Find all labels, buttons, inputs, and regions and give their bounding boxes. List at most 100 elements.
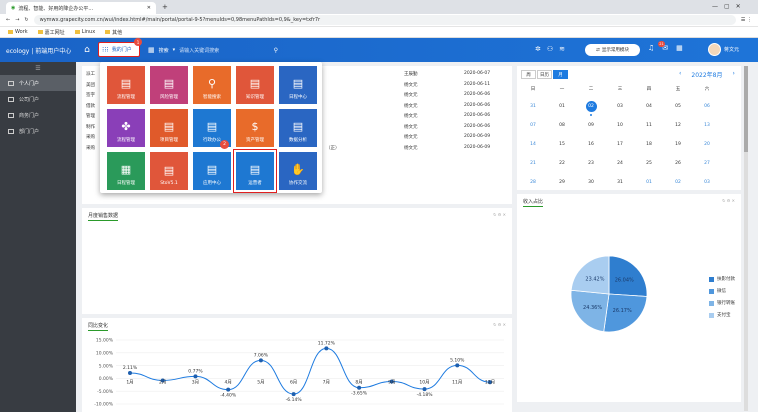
gear-icon[interactable]: ✲ bbox=[535, 45, 541, 53]
network-icon[interactable]: ⚇ bbox=[546, 45, 554, 53]
sidebar-item-company[interactable]: 公司门户 bbox=[0, 91, 76, 107]
bookmark-item[interactable]: 嘉工网址 bbox=[37, 29, 65, 36]
calendar-day[interactable]: 01 bbox=[646, 180, 652, 185]
calendar-day[interactable]: 21 bbox=[530, 161, 536, 166]
card-tools-icon[interactable]: ↻ ⚙ ✕ bbox=[722, 198, 735, 203]
calendar-day[interactable]: 01 bbox=[559, 104, 565, 109]
list-item[interactable]: 采购 （正） 杨文元 2020-06-09 bbox=[86, 145, 506, 154]
calendar-day[interactable]: 04 bbox=[646, 104, 652, 109]
pie-slice[interactable] bbox=[570, 255, 610, 295]
search-scope-select[interactable]: 搜索 bbox=[158, 47, 169, 54]
forward-icon[interactable]: → bbox=[15, 17, 20, 23]
tab-day[interactable]: 日历 bbox=[537, 70, 552, 79]
bookmark-item[interactable]: 其他 bbox=[105, 29, 122, 36]
calendar-day[interactable]: 22 bbox=[559, 161, 565, 166]
portal-tile[interactable]: ▤ 知识管理 bbox=[236, 66, 274, 104]
calendar-day[interactable]: 31 bbox=[617, 180, 623, 185]
calendar-day[interactable]: 15 bbox=[559, 142, 565, 147]
data-point[interactable] bbox=[455, 363, 460, 368]
calendar-day[interactable]: 08 bbox=[559, 123, 565, 128]
grid-menu-icon[interactable]: ▦ bbox=[676, 44, 683, 52]
portal-tile[interactable]: $ 资产管理 bbox=[236, 109, 274, 147]
bookmark-item[interactable]: Work bbox=[8, 29, 28, 35]
data-point[interactable] bbox=[389, 379, 394, 384]
portal-tile[interactable]: ▤ 日程中心 bbox=[279, 66, 317, 104]
pie-slice[interactable] bbox=[570, 289, 610, 333]
calendar-day[interactable]: 31 bbox=[530, 104, 536, 109]
browser-tab[interactable]: ◉ 流程、智能、好用的降企办公平... ✕ bbox=[6, 2, 156, 14]
calendar-day[interactable]: 28 bbox=[530, 180, 536, 185]
legend-item[interactable]: 支付宝 bbox=[709, 312, 731, 318]
extensions-icon[interactable]: ☰ ⋮ bbox=[740, 17, 752, 23]
calendar-day[interactable]: 17 bbox=[617, 142, 623, 147]
portal-tile[interactable]: ▤ 项目管理 bbox=[150, 109, 188, 147]
home-icon[interactable]: ⌂ bbox=[84, 45, 90, 55]
calendar-day[interactable]: 14 bbox=[530, 142, 536, 147]
tab-month[interactable]: 月 bbox=[553, 70, 568, 79]
avatar[interactable] bbox=[708, 43, 721, 56]
calendar-day[interactable]: 03 bbox=[704, 180, 710, 185]
calendar-day[interactable]: 02 bbox=[588, 104, 594, 109]
portal-tile[interactable]: ✤ 流程管理 bbox=[107, 109, 145, 147]
calendar-day[interactable]: 26 bbox=[675, 161, 681, 166]
prev-month-icon[interactable]: ‹ bbox=[679, 70, 682, 77]
calendar-day[interactable]: 30 bbox=[588, 180, 594, 185]
menu-toggle-icon[interactable]: ☰ bbox=[35, 65, 41, 72]
legend-item[interactable]: 银行转账 bbox=[709, 300, 735, 306]
data-point[interactable] bbox=[357, 385, 362, 390]
window-controls[interactable]: —▢✕ bbox=[712, 3, 747, 10]
portal-tile[interactable]: ▤ 运营者 bbox=[233, 149, 277, 193]
calendar-day[interactable]: 03 bbox=[617, 104, 623, 109]
calendar-day[interactable]: 11 bbox=[646, 123, 652, 128]
calendar-day[interactable]: 12 bbox=[675, 123, 681, 128]
calendar-day[interactable]: 27 bbox=[704, 161, 710, 166]
pie-slice[interactable] bbox=[608, 255, 648, 297]
data-point[interactable] bbox=[226, 387, 231, 392]
portal-tile[interactable]: ▤ StoV5.1 bbox=[150, 152, 188, 190]
calendar-day[interactable]: 25 bbox=[646, 161, 652, 166]
calendar-day[interactable]: 19 bbox=[675, 142, 681, 147]
calendar-day[interactable]: 06 bbox=[704, 104, 710, 109]
portal-tile[interactable]: ▤ 数据分析 bbox=[279, 109, 317, 147]
portal-tile[interactable]: ⚲ 智能搜索 bbox=[193, 66, 231, 104]
calendar-day[interactable]: 23 bbox=[588, 161, 594, 166]
layers-icon[interactable]: ≋ bbox=[559, 45, 566, 53]
next-month-icon[interactable]: › bbox=[732, 70, 735, 77]
portal-tile[interactable]: ▤ 应用中心 bbox=[193, 152, 231, 190]
data-point[interactable] bbox=[488, 380, 492, 385]
data-point[interactable] bbox=[324, 346, 329, 351]
search-group[interactable]: ▦ 搜索 ▾ 请输入关键词搜索 ⚲ bbox=[148, 44, 278, 56]
calendar-day[interactable]: 20 bbox=[704, 142, 710, 147]
sidebar-item-personal[interactable]: 个人门户 bbox=[0, 75, 76, 91]
scrollbar-thumb[interactable] bbox=[744, 66, 748, 152]
portal-tile[interactable]: ▤ 风险管理 bbox=[150, 66, 188, 104]
data-point[interactable] bbox=[193, 374, 198, 379]
calendar-day[interactable]: 05 bbox=[675, 104, 681, 109]
tab-week[interactable]: 周 bbox=[521, 70, 536, 79]
pie-slice[interactable] bbox=[603, 293, 648, 333]
card-tools-icon[interactable]: ↻ ⚙ ✕ bbox=[493, 212, 506, 217]
calendar-day[interactable]: 10 bbox=[617, 123, 623, 128]
scrollbar[interactable] bbox=[744, 66, 748, 411]
url-field[interactable]: wymwx.grapecity.com.cn/wui/index.html#/m… bbox=[33, 15, 736, 25]
bell-icon[interactable]: ♫ bbox=[648, 44, 655, 52]
portal-tile[interactable]: ▦ 日程管理 bbox=[107, 152, 145, 190]
card-tools-icon[interactable]: ↻ ⚙ ✕ bbox=[493, 322, 506, 327]
legend-item[interactable]: 微信 bbox=[709, 288, 726, 294]
data-point[interactable] bbox=[160, 378, 165, 383]
calendar-day[interactable]: 16 bbox=[588, 142, 594, 147]
search-icon[interactable]: ⚲ bbox=[273, 46, 278, 54]
search-input[interactable]: 请输入关键词搜索 bbox=[179, 47, 220, 54]
calendar-day[interactable]: 13 bbox=[704, 123, 710, 128]
legend-item[interactable]: 扶影付款 bbox=[709, 276, 735, 282]
bookmark-item[interactable]: Linux bbox=[74, 29, 95, 35]
data-point[interactable] bbox=[291, 392, 296, 397]
calendar-day[interactable]: 09 bbox=[588, 123, 594, 128]
message-icon[interactable]: ✉ bbox=[662, 44, 669, 52]
sidebar-item-department[interactable]: 部门门户 bbox=[0, 123, 76, 139]
list-item[interactable]: 派工 王辰勤 2020-06-07 bbox=[86, 71, 506, 80]
list-item[interactable]: 美团 杨文元 2020-06-11 bbox=[86, 82, 506, 91]
reload-icon[interactable]: ↻ bbox=[24, 17, 29, 23]
user-name[interactable]: 蒋文元 bbox=[724, 47, 740, 53]
list-item[interactable]: 采购 杨文元 2020-06-09 bbox=[86, 134, 506, 143]
